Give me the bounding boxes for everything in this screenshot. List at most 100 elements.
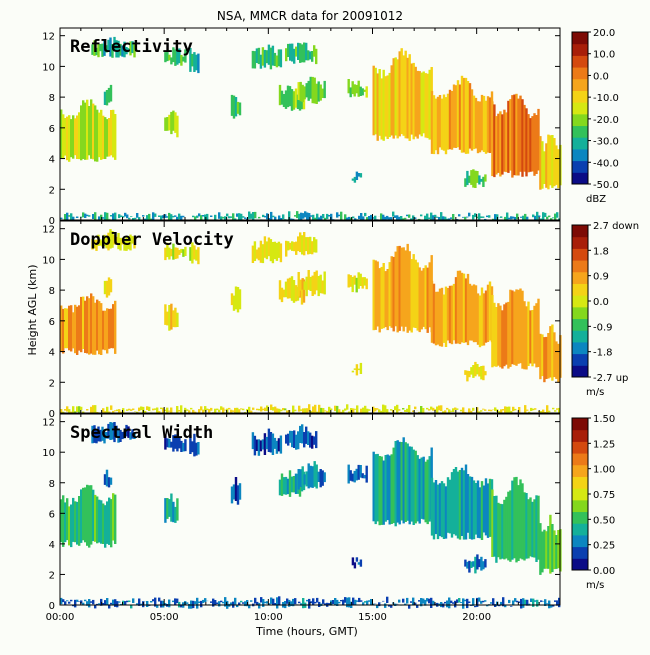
data-streak (252, 408, 254, 410)
data-streak (280, 243, 282, 262)
colorbar-segment (572, 558, 588, 570)
data-streak (186, 602, 188, 604)
y-tick-label: 6 (49, 124, 55, 135)
data-streak (532, 599, 534, 607)
colorbar-unit: dBZ (586, 194, 606, 205)
data-streak (294, 410, 296, 412)
data-streak (548, 216, 550, 218)
colorbar-segment (572, 67, 588, 79)
colorbar-segment (572, 342, 588, 354)
data-streak (468, 602, 470, 604)
data-streak (500, 216, 502, 218)
data-streak (466, 599, 468, 608)
colorbar-segment (572, 44, 588, 56)
data-streak (482, 217, 484, 218)
colorbar-tick-label: 0.0 (593, 71, 609, 82)
colorbar-tick-label: 0.50 (593, 515, 615, 526)
colorbar-segment (572, 365, 588, 377)
data-streak (315, 239, 317, 252)
data-streak (526, 217, 528, 220)
colorbar-tick-label: 0.9 (593, 272, 609, 283)
data-streak (548, 411, 550, 413)
colorbar-tick-label: 1.50 (593, 414, 615, 425)
colorbar-tick-label: 0.75 (593, 490, 615, 501)
data-streak (110, 478, 112, 485)
data-streak (504, 605, 506, 607)
data-streak (136, 213, 138, 218)
y-tick-label: 2 (49, 570, 55, 581)
y-tick-label: 0 (49, 601, 55, 612)
data-streak (148, 407, 150, 411)
colorbar-tick-label: 10.0 (593, 50, 615, 61)
data-streak (374, 216, 376, 220)
data-streak (416, 605, 418, 608)
data-streak (534, 408, 536, 410)
colorbar-segment (572, 55, 588, 67)
y-tick-label: 12 (42, 225, 55, 236)
x-tick-label: 10:00 (254, 612, 283, 623)
colorbar-segment (572, 126, 588, 138)
data-streak (206, 214, 208, 220)
data-streak (360, 600, 362, 602)
data-streak (239, 103, 241, 116)
data-streak (322, 214, 324, 218)
y-tick-label: 12 (42, 32, 55, 43)
data-streak (536, 600, 538, 607)
colorbar-segment (572, 441, 588, 453)
data-streak (484, 559, 486, 567)
data-streak (168, 600, 170, 608)
colorbar-tick-label: -40.0 (593, 158, 619, 169)
data-streak (384, 603, 386, 608)
data-streak (114, 495, 116, 544)
data-streak (196, 598, 198, 609)
data-streak (360, 173, 362, 177)
y-tick-label: 4 (49, 540, 55, 551)
data-streak (466, 217, 468, 218)
data-streak (130, 216, 132, 217)
colorbar-segment (572, 453, 588, 465)
data-streak (204, 598, 206, 602)
data-streak (402, 599, 404, 603)
colorbar-segment (572, 90, 588, 102)
colorbar-tick-label: 0.00 (593, 566, 615, 577)
data-streak (84, 600, 86, 602)
data-streak (239, 289, 241, 309)
y-tick-label: 6 (49, 509, 55, 520)
y-tick-label: 10 (42, 255, 55, 266)
colorbar-segment (572, 114, 588, 126)
data-streak (484, 600, 486, 602)
colorbar-tick-label: -30.0 (593, 137, 619, 148)
x-tick-label: 00:00 (46, 612, 75, 623)
colorbar-segment (572, 172, 588, 184)
y-tick-label: 8 (49, 93, 55, 104)
colorbar-segment (572, 283, 588, 295)
data-streak (280, 49, 282, 67)
colorbar-segment (572, 330, 588, 342)
data-streak (472, 408, 474, 411)
data-streak (488, 215, 490, 218)
data-streak (278, 596, 280, 604)
data-streak (176, 116, 178, 138)
colorbar-segment (572, 465, 588, 477)
data-streak (314, 405, 316, 413)
data-streak (360, 363, 362, 374)
data-streak (364, 213, 366, 216)
colorbar-segment (572, 307, 588, 319)
data-streak (414, 407, 416, 410)
data-streak (511, 481, 513, 560)
data-streak (458, 598, 460, 603)
data-streak (406, 598, 408, 604)
data-streak (176, 406, 178, 413)
data-streak (408, 605, 410, 609)
data-streak (118, 601, 120, 602)
data-streak (354, 562, 356, 568)
y-tick-label: 8 (49, 286, 55, 297)
data-streak (294, 598, 296, 604)
colorbar-segment (572, 430, 588, 442)
data-streak (338, 602, 340, 603)
colorbar-tick-label: -50.0 (593, 180, 619, 191)
